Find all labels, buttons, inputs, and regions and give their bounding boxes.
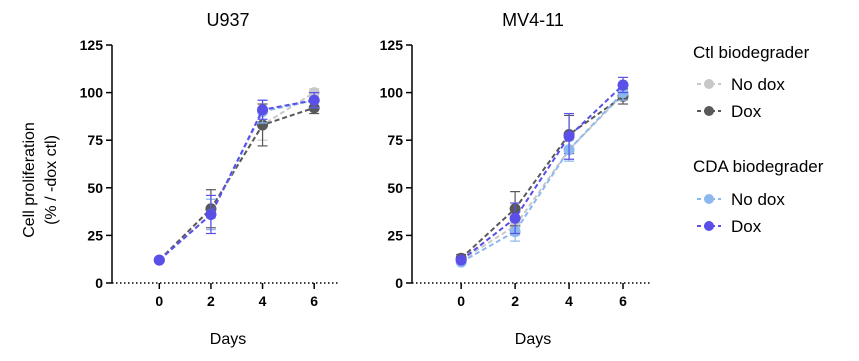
panel-mv4-11: MV4-11 Days 0 25 50 75 100 125 0 2 4 6 [380, 10, 650, 348]
data-point [455, 254, 467, 266]
y-tick-label: 100 [80, 85, 104, 101]
y-tick-label: 100 [380, 85, 404, 101]
y-tick-label: 125 [80, 37, 104, 53]
series-line [460, 95, 624, 259]
legend-item-label: No dox [731, 190, 785, 209]
x-tick-label: 6 [619, 293, 627, 309]
y-axis-label-line-1: Cell proliferation [21, 122, 38, 238]
series-line [158, 91, 315, 261]
legend-item-label: No dox [731, 75, 785, 94]
y-tick-label: 25 [387, 227, 403, 243]
legend-swatch-marker [704, 194, 714, 204]
series-line [460, 93, 624, 261]
y-tick-label: 25 [87, 227, 103, 243]
series-ctl-dox [153, 101, 320, 266]
x-tick-label: 2 [207, 293, 215, 309]
legend-swatch-marker [704, 221, 714, 231]
legend-group-title: Ctl biodegrader [693, 43, 810, 62]
legend-swatch [697, 106, 721, 116]
data-point [257, 104, 269, 116]
y-tick-label: 125 [380, 37, 404, 53]
y-tick-label: 50 [387, 180, 403, 196]
y-axis-label-line-2: (% / -dox ctl) [43, 135, 60, 225]
legend-swatch [697, 79, 721, 89]
x-axis-label: Days [515, 331, 551, 348]
x-tick-label: 4 [259, 293, 267, 309]
series-ctl-no-dox [153, 87, 320, 266]
panel-title: U937 [206, 10, 249, 30]
series-cda-dox [153, 91, 320, 266]
data-point [153, 254, 165, 266]
legend-item-label: Dox [731, 102, 762, 121]
legend-swatch [697, 194, 721, 204]
data-point [563, 130, 575, 142]
legend-group-title: CDA biodegrader [693, 157, 824, 176]
data-point [308, 94, 320, 106]
y-tick-label: 0 [395, 275, 403, 291]
legend: Ctl biodegrader No dox Dox CDA biodegrader N… [693, 43, 824, 236]
y-tick-label: 75 [87, 132, 103, 148]
data-point [205, 208, 217, 220]
legend-swatch-marker [704, 79, 714, 89]
data-point [509, 212, 521, 224]
legend-swatch-marker [704, 106, 714, 116]
legend-item-label: Dox [731, 217, 762, 236]
x-tick-label: 2 [511, 293, 519, 309]
series-line [460, 84, 624, 261]
y-tick-label: 0 [95, 275, 103, 291]
series-line [158, 99, 315, 261]
x-tick-label: 0 [155, 293, 163, 309]
legend-swatch [697, 221, 721, 231]
series-line [158, 106, 315, 261]
y-tick-label: 75 [387, 132, 403, 148]
x-axis-label: Days [210, 331, 246, 348]
x-tick-label: 6 [310, 293, 318, 309]
x-tick-label: 4 [565, 293, 573, 309]
panel-u937: U937 Days Cell proliferation (% / -dox c… [21, 10, 340, 348]
y-tick-label: 50 [87, 180, 103, 196]
series-cda-dox [455, 76, 629, 266]
data-point [257, 119, 269, 131]
panel-title: MV4-11 [502, 10, 564, 30]
x-tick-label: 0 [457, 293, 465, 309]
data-point [617, 79, 629, 91]
